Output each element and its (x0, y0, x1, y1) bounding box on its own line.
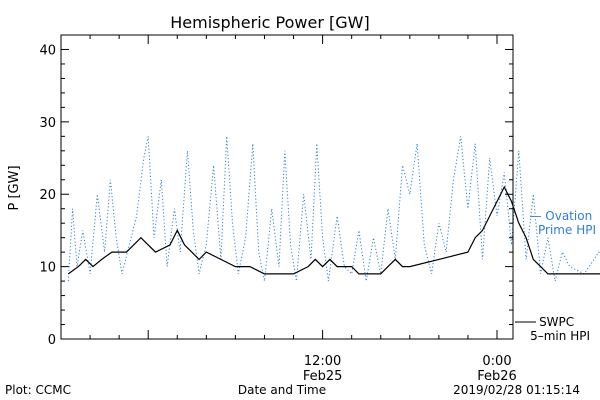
legend-ovation: — Ovation Prime HPI (529, 209, 596, 237)
y-axis-ticks: 0 10 20 30 40 (39, 43, 513, 348)
x-axis-ticks: 12:00Feb250:00Feb2612:00Feb260:00Feb2712… (89, 35, 517, 384)
legend-swpc: SWPC 5–min HPI (530, 315, 590, 343)
plot-frame (60, 34, 514, 340)
swpc-hpi-line (67, 185, 600, 275)
x-tick-time-label: 0:00 (482, 354, 511, 369)
x-axis-label: Date and Time (238, 383, 326, 397)
x-tick-time-label: 12:00 (304, 354, 341, 369)
chart-title: Hemispheric Power [GW] (170, 13, 369, 32)
legend-swpc-line1: SWPC (539, 315, 574, 329)
y-axis-label: P [GW] (7, 165, 22, 210)
y-tick-label: 10 (39, 261, 56, 276)
y-tick-label: 0 (48, 333, 56, 348)
plot-credit: Plot: CCMC (5, 383, 71, 397)
ovation-prime-hpi-line (67, 136, 600, 282)
legend-ovation-line1: — Ovation (529, 209, 592, 223)
y-tick-label: 20 (39, 188, 56, 203)
legend-swpc-line2: 5–min HPI (530, 329, 590, 343)
x-tick-date-label: Feb26 (477, 369, 517, 384)
legend-ovation-line2: Prime HPI (538, 223, 596, 237)
x-tick-date-label: Feb25 (303, 369, 343, 384)
y-tick-label: 40 (39, 43, 56, 58)
y-tick-label: 30 (39, 116, 56, 131)
plot-timestamp: 2019/02/28 01:15:14 (453, 383, 580, 397)
data-series (67, 136, 600, 282)
